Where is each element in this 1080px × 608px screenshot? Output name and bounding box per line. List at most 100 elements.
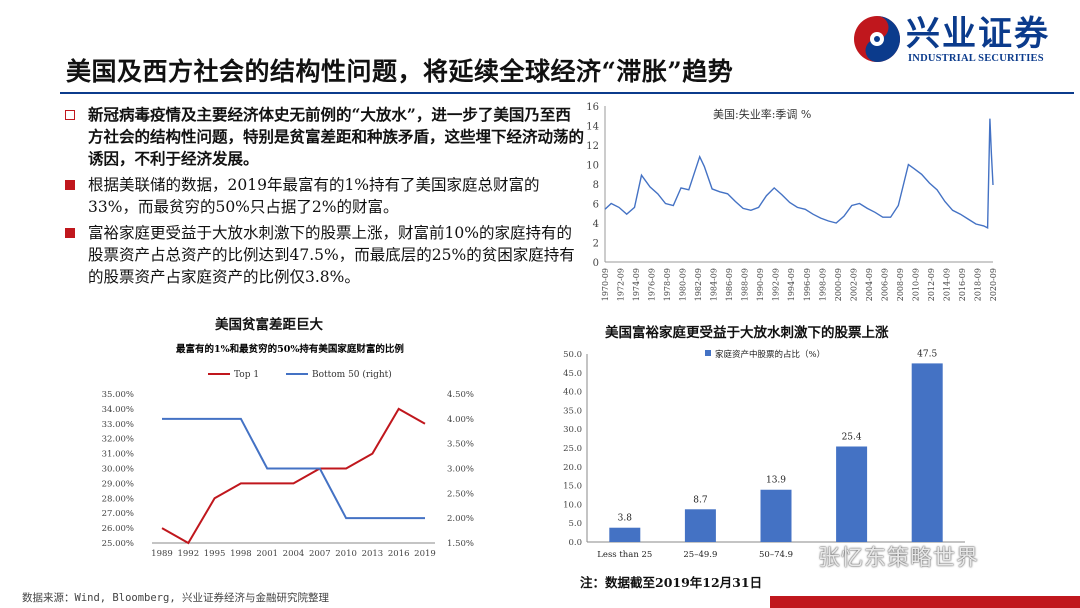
x-tick-label: 1995 bbox=[204, 549, 226, 559]
x-category-label: 25–49.9 bbox=[683, 550, 717, 560]
x-tick-label: 1984-09 bbox=[710, 268, 719, 301]
x-tick-label: 2016 bbox=[388, 549, 410, 559]
y-right-tick-label: 2.50% bbox=[447, 489, 474, 499]
y-tick-label: 45.0 bbox=[563, 369, 582, 379]
bottom50-series-line bbox=[162, 417, 425, 520]
y-tick-label: 16 bbox=[586, 102, 599, 113]
y-left-tick-label: 27.00% bbox=[102, 509, 134, 519]
y-right-tick-label: 1.50% bbox=[447, 539, 474, 549]
y-left-tick-label: 34.00% bbox=[102, 405, 134, 415]
logo-mark-icon bbox=[854, 16, 900, 62]
watermark-text: 张忆东策略世界 bbox=[818, 546, 980, 571]
bullet-text: 富裕家庭更受益于大放水刺激下的股票上涨，财富前10%的家庭持有的股票资产占总资产… bbox=[88, 224, 575, 286]
y-left-tick-label: 28.00% bbox=[102, 494, 134, 504]
x-tick-label: 2012-09 bbox=[927, 268, 936, 301]
y-tick-label: 2 bbox=[593, 239, 599, 250]
hollow-square-bullet-icon bbox=[65, 110, 75, 120]
y-tick-label: 50.0 bbox=[563, 350, 582, 360]
bullet-item-1: 新冠病毒疫情及主要经济体史无前例的“大放水”，进一步了美国乃至西方社会的结构性问… bbox=[65, 104, 586, 170]
y-tick-label: 10.0 bbox=[563, 500, 582, 510]
filled-square-bullet-icon bbox=[65, 228, 75, 238]
y-right-tick-label: 3.50% bbox=[447, 440, 474, 450]
y-tick-label: 0.0 bbox=[568, 538, 582, 548]
bullet-text: 根据美联储的数据，2019年最富有的1%持有了美国家庭总财富的33%，而最贫穷的… bbox=[88, 176, 540, 216]
x-tick-label: 2004 bbox=[283, 549, 305, 559]
bullet-item-2: 根据美联储的数据，2019年最富有的1%持有了美国家庭总财富的33%，而最贫穷的… bbox=[65, 174, 586, 218]
y-tick-label: 20.0 bbox=[563, 463, 582, 473]
filled-square-bullet-icon bbox=[65, 180, 75, 190]
unemployment-series-line bbox=[604, 118, 994, 230]
y-tick-label: 6 bbox=[593, 200, 599, 211]
x-tick-label: 1998 bbox=[230, 549, 252, 559]
wealth-gap-chart: 最富有的1%和最贫穷的50%持有美国家庭财富的比例 Top 1 Bottom 50… bbox=[102, 343, 474, 559]
x-tick-label: 1994-09 bbox=[787, 268, 796, 301]
x-tick-label: 1988-09 bbox=[741, 268, 750, 301]
legend: Top 1 Bottom 50 (right) bbox=[208, 369, 392, 380]
x-tick-label: 1976-09 bbox=[648, 268, 657, 301]
title-divider bbox=[60, 92, 1074, 94]
y-left-tick-label: 35.00% bbox=[102, 390, 134, 400]
y-tick-label: 4 bbox=[593, 219, 599, 230]
y-left-tick-label: 25.00% bbox=[102, 539, 134, 549]
x-tick-label: 1992 bbox=[177, 549, 199, 559]
x-tick-label: 2018-09 bbox=[973, 268, 982, 301]
x-tick-label: 1974-09 bbox=[632, 268, 641, 301]
y-tick-label: 12 bbox=[586, 141, 599, 152]
bullet-text: 新冠病毒疫情及主要经济体史无前例的“大放水”，进一步了美国乃至西方社会的结构性问… bbox=[88, 105, 585, 168]
x-category-label: 50–74.9 bbox=[759, 550, 793, 560]
legend-label-top1: Top 1 bbox=[234, 370, 259, 380]
x-tick-label: 2014-09 bbox=[942, 268, 951, 301]
x-tick-label: 2019 bbox=[414, 549, 436, 559]
x-tick-label: 1986-09 bbox=[725, 268, 734, 301]
y-right-tick-label: 2.00% bbox=[447, 514, 474, 524]
y-tick-label: 0 bbox=[593, 258, 599, 269]
bar bbox=[911, 363, 943, 542]
stock-share-title: 美国富裕家庭更受益于大放水刺激下的股票上涨 bbox=[605, 325, 889, 341]
y-tick-label: 8 bbox=[593, 180, 599, 191]
x-tick-label: 2010-09 bbox=[911, 268, 920, 301]
x-tick-label: 2002-09 bbox=[849, 268, 858, 301]
y-tick-label: 15.0 bbox=[563, 482, 582, 492]
top1-series-line bbox=[161, 407, 426, 545]
bar-value-label: 3.8 bbox=[618, 514, 633, 524]
y-tick-label: 30.0 bbox=[563, 425, 582, 435]
footer-red-band bbox=[770, 596, 1080, 608]
legend-label: 家庭资产中股票的占比（%） bbox=[715, 349, 825, 360]
stock-share-chart: 家庭资产中股票的占比（%） 0.0 5.0 10.0 15.0 20.0 25.0 30.0 3… bbox=[563, 349, 965, 560]
y-tick-label: 25.0 bbox=[563, 444, 582, 454]
y-tick-label: 5.0 bbox=[568, 519, 582, 529]
data-note: 注：数据截至2019年12月31日 bbox=[580, 575, 763, 590]
y-tick-label: 40.0 bbox=[563, 388, 582, 398]
bar bbox=[836, 446, 868, 542]
x-tick-label: 1972-09 bbox=[617, 268, 626, 301]
y-tick-label: 14 bbox=[586, 122, 599, 133]
x-tick-label: 2007 bbox=[309, 549, 331, 559]
bar-value-label: 8.7 bbox=[693, 495, 708, 505]
bullet-item-3: 富裕家庭更受益于大放水刺激下的股票上涨，财富前10%的家庭持有的股票资产占总资产… bbox=[65, 222, 586, 288]
x-tick-label: 1996-09 bbox=[803, 268, 812, 301]
y-right-tick-label: 4.00% bbox=[447, 415, 474, 425]
x-tick-label: 2008-09 bbox=[896, 268, 905, 301]
y-left-tick-label: 26.00% bbox=[102, 524, 134, 534]
wealth-gap-title: 美国贫富差距巨大 bbox=[215, 317, 323, 333]
bar bbox=[684, 509, 716, 542]
y-left-tick-label: 33.00% bbox=[102, 420, 134, 430]
x-tick-label: 2006-09 bbox=[880, 268, 889, 301]
bar-value-label: 13.9 bbox=[766, 476, 786, 486]
y-left-tick-label: 29.00% bbox=[102, 479, 134, 489]
x-tick-label: 2020-09 bbox=[989, 268, 998, 301]
y-right-tick-label: 4.50% bbox=[447, 390, 474, 400]
unemployment-chart: 美国:失业率:季调 % 0 2 4 6 8 10 12 14 16 1970-09 1972-09 1… bbox=[586, 102, 998, 301]
x-tick-label: 2016-09 bbox=[958, 268, 967, 301]
y-left-tick-label: 31.00% bbox=[102, 450, 134, 460]
x-tick-label: 2004-09 bbox=[865, 268, 874, 301]
y-left-tick-label: 30.00% bbox=[102, 465, 134, 475]
x-tick-label: 2013 bbox=[362, 549, 384, 559]
y-right-tick-label: 3.00% bbox=[447, 465, 474, 475]
logo-text-cn: 兴业证券 bbox=[906, 14, 1050, 54]
data-source: 数据来源：Wind, Bloomberg, 兴业证券经济与金融研究院整理 bbox=[22, 592, 329, 604]
x-tick-label: 1980-09 bbox=[679, 268, 688, 301]
bar bbox=[609, 527, 641, 542]
x-tick-label: 1990-09 bbox=[756, 268, 765, 301]
logo-text-en: INDUSTRIAL SECURITIES bbox=[908, 53, 1044, 64]
